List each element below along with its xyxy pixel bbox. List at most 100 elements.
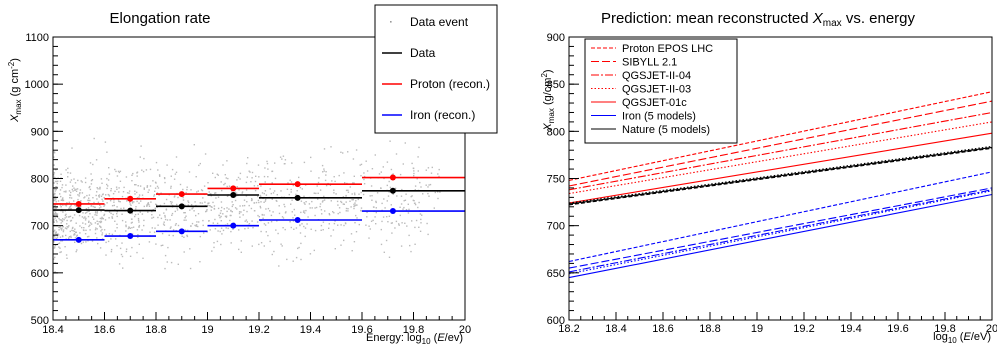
data-event-point (219, 215, 220, 216)
data-event-point (406, 225, 407, 226)
right-chart-title: Prediction: mean reconstructed Xmax vs. … (601, 10, 916, 29)
data-event-point (350, 206, 351, 207)
data-event-point (171, 262, 172, 263)
data-event-point (420, 213, 421, 214)
data-event-point (237, 186, 238, 187)
data-event-point (66, 220, 67, 221)
data-event-point (134, 191, 135, 192)
data-event-point (57, 217, 58, 218)
data-event-point (246, 163, 247, 164)
data-event-point (132, 222, 133, 223)
data-event-point (401, 203, 402, 204)
data-event-point (317, 185, 318, 186)
data-event-point (66, 228, 67, 229)
data-event-point (355, 215, 356, 216)
data-event-point (61, 251, 62, 252)
data-event-point (188, 202, 189, 203)
data-event-point (240, 173, 241, 174)
data-event-point (166, 164, 167, 165)
data-event-point (189, 248, 190, 249)
data-event-point (159, 174, 160, 175)
data-event-point (386, 216, 387, 217)
data-event-point (147, 185, 148, 186)
mean-point (230, 192, 236, 198)
data-event-point (214, 193, 215, 194)
data-event-point (118, 187, 119, 188)
data-event-point (180, 184, 181, 185)
data-event-point (170, 228, 171, 229)
data-event-point (85, 230, 86, 231)
data-event-point (117, 216, 118, 217)
data-event-point (427, 186, 428, 187)
data-event-point (54, 198, 55, 199)
x-tick-label: 19.6 (887, 323, 908, 335)
data-event-point (363, 194, 364, 195)
data-event-point (164, 177, 165, 178)
data-event-point (386, 240, 387, 241)
data-event-point (226, 207, 227, 208)
data-event-point (130, 256, 131, 257)
data-event-point (236, 179, 237, 180)
data-event-point (176, 223, 177, 224)
data-event-point (86, 208, 87, 209)
legend-swatch (390, 21, 392, 23)
data-event-point (251, 198, 252, 199)
data-event-point (343, 225, 344, 226)
data-event-point (355, 200, 356, 201)
data-event-point (267, 168, 268, 169)
data-event-point (265, 199, 266, 200)
data-event-point (348, 192, 349, 193)
data-event-point (70, 216, 71, 217)
data-event-point (116, 187, 117, 188)
data-event-point (241, 252, 242, 253)
legend-label: Iron (5 models) (622, 111, 696, 123)
data-event-point (72, 185, 73, 186)
left-y-axis-label: Xmax (g cm-2) (7, 58, 23, 123)
data-event-point (121, 254, 122, 255)
data-event-point (95, 233, 96, 234)
data-event-point (294, 209, 295, 210)
data-event-point (413, 170, 414, 171)
data-event-point (220, 244, 221, 245)
data-event-point (356, 231, 357, 232)
data-event-point (155, 208, 156, 209)
data-event-point (126, 176, 127, 177)
data-event-point (61, 229, 62, 230)
data-event-point (221, 228, 222, 229)
data-event-point (333, 212, 334, 213)
data-event-point (434, 207, 435, 208)
data-event-point (408, 209, 409, 210)
data-event-point (157, 217, 158, 218)
data-event-point (62, 199, 63, 200)
data-event-point (171, 202, 172, 203)
data-event-point (353, 199, 354, 200)
data-event-point (153, 217, 154, 218)
data-event-point (74, 231, 75, 232)
data-event-point (60, 181, 61, 182)
data-event-point (71, 220, 72, 221)
data-event-point (110, 200, 111, 201)
data-event-point (279, 213, 280, 214)
data-event-point (96, 215, 97, 216)
data-event-point (196, 224, 197, 225)
data-event-point (131, 227, 132, 228)
data-event-point (339, 175, 340, 176)
data-event-point (71, 208, 72, 209)
data-event-point (215, 197, 216, 198)
data-event-point (92, 197, 93, 198)
data-event-point (301, 201, 302, 202)
data-event-point (141, 170, 142, 171)
data-event-point (172, 169, 173, 170)
data-event-point (339, 212, 340, 213)
data-event-point (70, 181, 71, 182)
data-event-point (394, 227, 395, 228)
data-event-point (345, 222, 346, 223)
data-event-point (85, 241, 86, 242)
mean-point (179, 191, 185, 197)
data-event-point (186, 189, 187, 190)
data-event-point (333, 229, 334, 230)
data-event-point (63, 219, 64, 220)
data-event-point (414, 244, 415, 245)
data-event-point (139, 225, 140, 226)
data-event-point (418, 170, 419, 171)
